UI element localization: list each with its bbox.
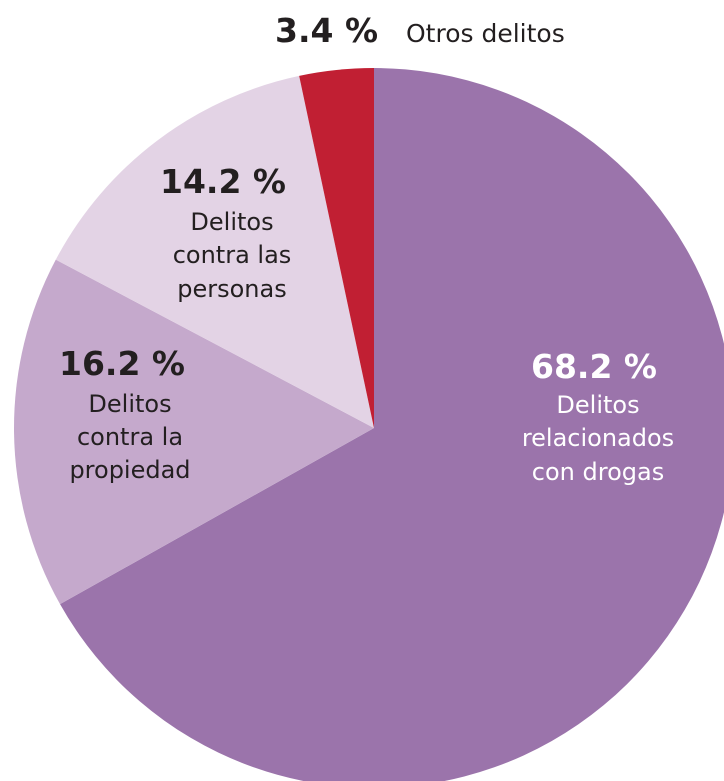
slice-label-property-line2: contra la — [77, 423, 183, 451]
slice-label-persons-line1: Delitos — [190, 208, 273, 236]
slice-label-drugs-line2: relacionados — [522, 424, 674, 452]
slice-value-label-others: 3.4 % — [275, 11, 378, 50]
pie-slice-drugs — [60, 68, 724, 781]
slice-label-property-line3: propiedad — [69, 456, 190, 484]
pie-slices — [14, 68, 724, 781]
slice-label-others: Otros delitos — [406, 19, 565, 48]
pie-slice-persons — [55, 75, 374, 428]
pie-slice-others — [299, 68, 374, 428]
slice-label-drugs-line1: Delitos — [556, 391, 639, 419]
slice-value-label-drugs: 68.2 % — [531, 347, 657, 386]
slice-value-label-persons: 14.2 % — [160, 162, 286, 201]
slice-label-persons-line3: personas — [177, 275, 286, 303]
pie-slice-property — [14, 259, 375, 605]
slice-label-drugs-line3: con drogas — [532, 458, 664, 486]
slice-value-label-property: 16.2 % — [59, 344, 185, 383]
slice-label-persons-line2: contra las — [173, 241, 292, 269]
slice-label-property-line1: Delitos — [88, 390, 171, 418]
